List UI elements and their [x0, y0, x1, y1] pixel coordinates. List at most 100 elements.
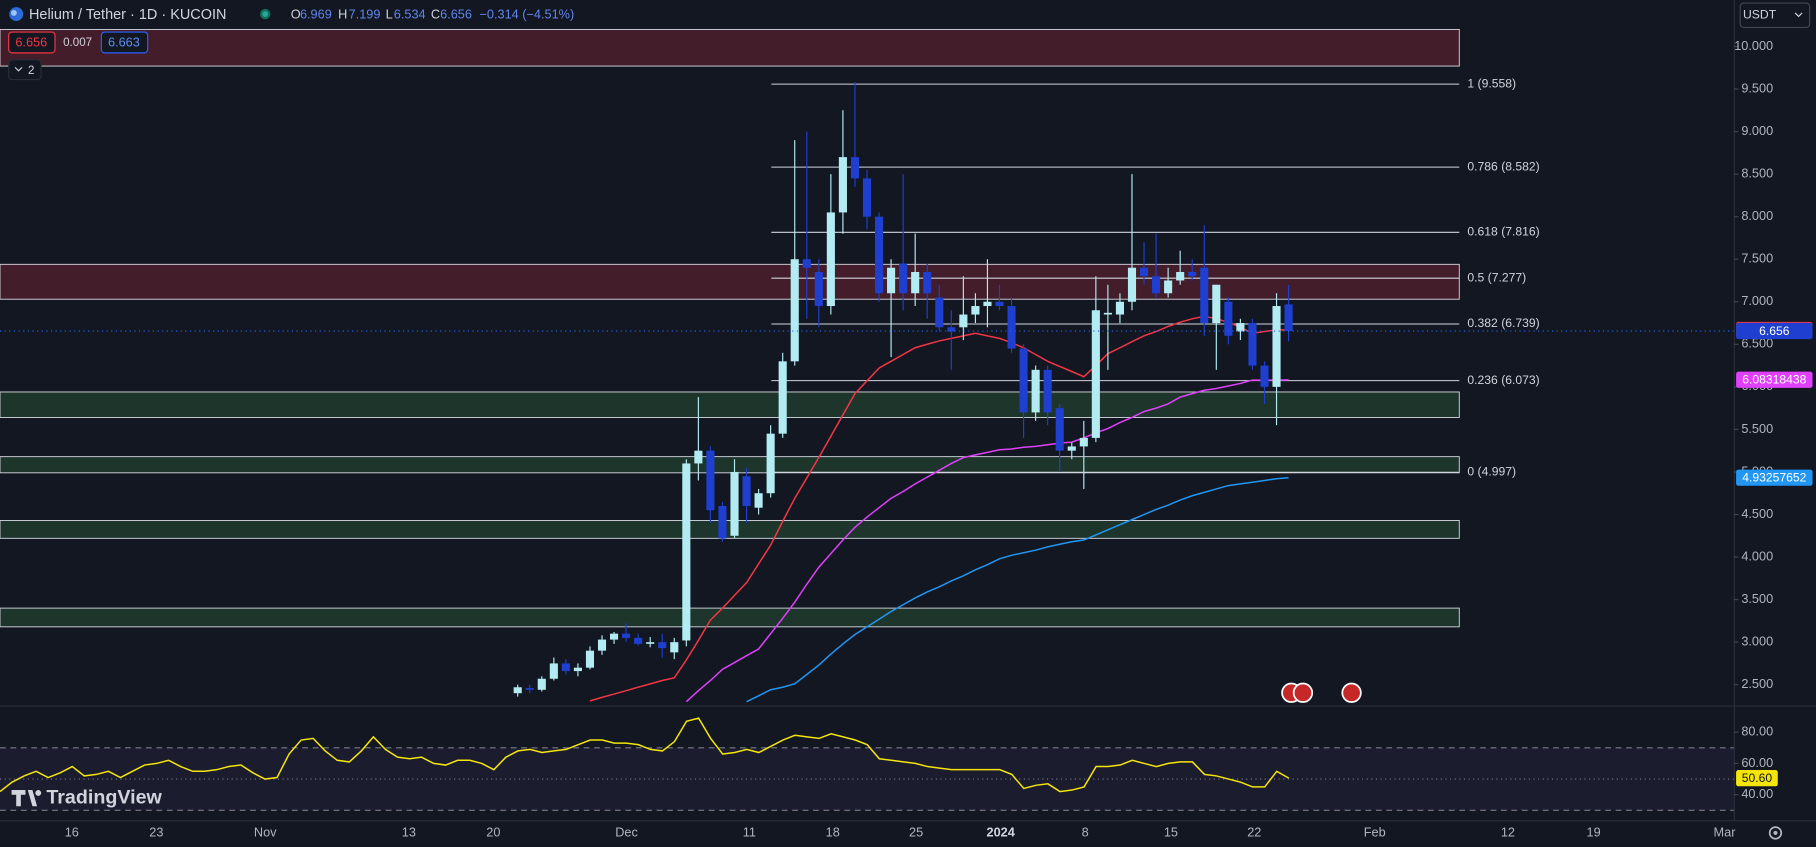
candle-body — [1188, 271, 1197, 277]
candle-body — [1152, 276, 1161, 294]
candle-body — [1067, 446, 1076, 451]
indicators-count[interactable]: 2 — [28, 65, 34, 77]
brand-logo — [11, 790, 42, 807]
x-tick-label: 25 — [909, 824, 923, 839]
candle-body — [525, 688, 534, 690]
axes: 2.5003.0003.5004.0004.5005.0005.5006.000… — [65, 38, 1813, 839]
candle-body — [1043, 369, 1052, 413]
candle-body — [899, 263, 908, 294]
x-tick-label: 18 — [826, 824, 840, 839]
ohlc-value: 6.969 — [300, 7, 332, 22]
rsi-tag — [1736, 770, 1778, 787]
candle-body — [1019, 348, 1028, 413]
candle-body — [971, 306, 980, 315]
candle-body — [959, 314, 968, 328]
candle-body — [814, 271, 823, 307]
candle-body — [778, 361, 787, 434]
x-tick-label: 13 — [402, 824, 416, 839]
candle-body — [1176, 271, 1185, 281]
fib-label: 0.618 (7.816) — [1467, 225, 1539, 239]
rsi-plot — [0, 717, 1290, 793]
candle-body — [887, 267, 896, 294]
candle-body — [1055, 408, 1064, 451]
fib-label: 0.382 (6.739) — [1467, 316, 1539, 330]
zone — [0, 263, 1460, 300]
candle-body — [706, 450, 715, 511]
candle-body — [742, 476, 751, 506]
candle-body — [1248, 323, 1257, 366]
bid-price[interactable]: 6.656 — [15, 34, 47, 49]
y-tick-label: 2.500 — [1741, 676, 1773, 691]
candle-body — [730, 471, 739, 536]
zone — [0, 456, 1460, 474]
candle-body — [682, 463, 691, 641]
candle-body — [911, 271, 920, 294]
candle-body — [826, 212, 835, 307]
rsi-tick-label: 80.00 — [1741, 724, 1773, 739]
ohlc-value: 7.199 — [349, 7, 381, 22]
market-status-dot — [262, 11, 269, 17]
zones — [0, 29, 1460, 628]
bid-box[interactable] — [8, 31, 56, 54]
ask-box[interactable] — [100, 31, 149, 54]
indicators-toggle[interactable] — [8, 59, 42, 81]
zone — [0, 520, 1460, 539]
price-tag — [1736, 371, 1813, 388]
candle-body — [802, 259, 811, 268]
fib-label: 0.236 (6.073) — [1467, 373, 1539, 387]
candle-body — [754, 493, 763, 508]
settings-icon — [1773, 830, 1778, 835]
candle-body — [1079, 437, 1088, 447]
y-tick-label: 9.500 — [1741, 80, 1773, 95]
moving-average — [746, 476, 1289, 703]
candle-body — [1139, 267, 1149, 277]
candle-body — [838, 157, 847, 213]
candle-body — [850, 157, 860, 179]
price-tag — [1736, 469, 1813, 486]
candle-body — [1200, 267, 1209, 324]
candle-body — [537, 678, 546, 690]
candle-body — [670, 642, 679, 653]
candle-body — [585, 650, 595, 668]
candle-body — [1260, 365, 1269, 387]
x-tick-label: 2024 — [987, 824, 1015, 839]
event-icons[interactable] — [1281, 682, 1362, 703]
y-tick-label: 9.000 — [1741, 123, 1773, 138]
x-tick-label: Mar — [1714, 824, 1737, 839]
price-tag — [1736, 322, 1813, 340]
price-tag-label: 6.656 — [1759, 324, 1790, 338]
chevron-icon — [14, 66, 23, 72]
candle-body — [1212, 284, 1221, 324]
x-tick-label: 20 — [486, 824, 500, 839]
ohlc-label: L — [386, 7, 393, 22]
price-tag-label: 4.93257652 — [1742, 470, 1806, 484]
event-icon[interactable] — [1341, 682, 1362, 703]
currency[interactable]: USDT — [1743, 7, 1777, 21]
currency-button[interactable] — [1739, 2, 1811, 28]
symbol-title: Helium / Tether · 1D · KUCOIN — [29, 7, 227, 23]
candle-body — [1031, 369, 1040, 413]
settings-button[interactable] — [1768, 826, 1783, 840]
x-tick-label: 12 — [1501, 824, 1515, 839]
candle-body — [694, 450, 703, 464]
x-tick-label: 11 — [743, 824, 756, 839]
event-icon[interactable] — [1292, 682, 1314, 703]
y-tick-label: 10.000 — [1734, 38, 1773, 53]
candle-body — [634, 637, 643, 644]
y-tick-label: 7.500 — [1741, 251, 1773, 266]
candle-body — [923, 271, 932, 294]
moving-average — [685, 379, 1289, 703]
candle-body — [790, 259, 799, 362]
candle-body — [766, 433, 775, 494]
rsi-tag-label: 50.60 — [1742, 771, 1773, 785]
candle-body — [1127, 267, 1137, 302]
ask-price[interactable]: 6.663 — [108, 34, 140, 49]
y-tick-label: 4.000 — [1741, 548, 1773, 563]
symbol-logo-dot — [11, 10, 17, 16]
x-tick-label: Dec — [615, 824, 638, 839]
candle-body — [513, 687, 522, 694]
